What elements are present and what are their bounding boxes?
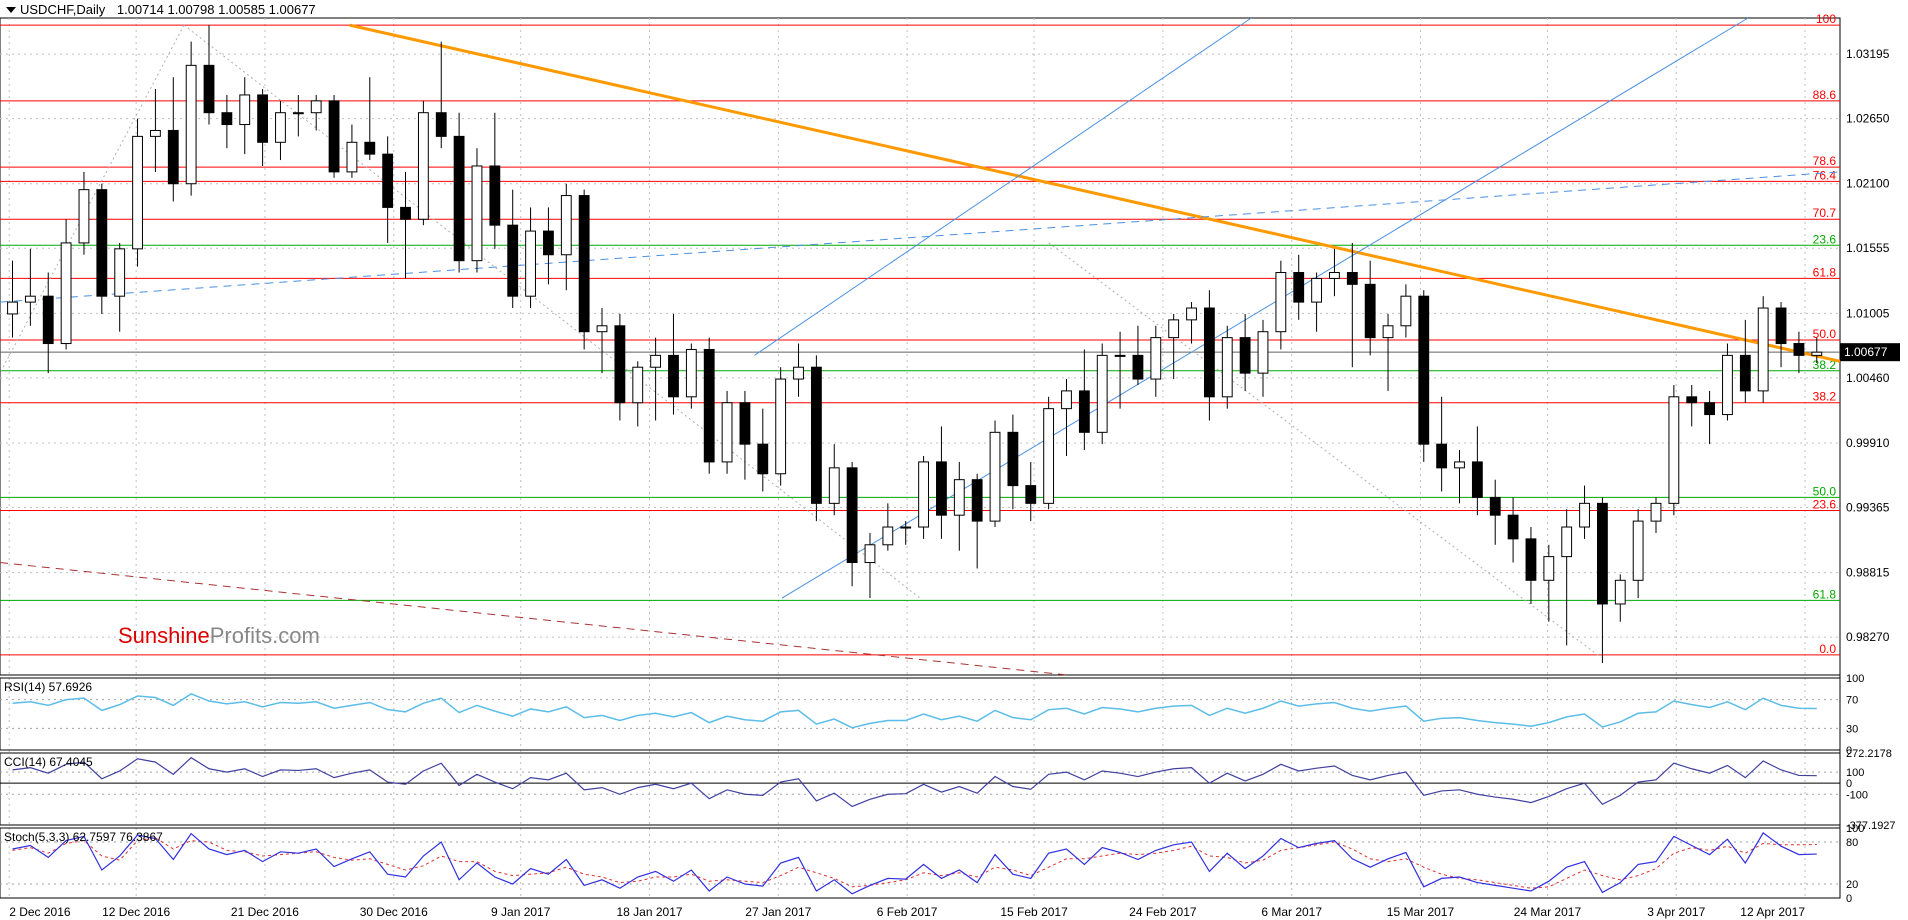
svg-text:100: 100 [1846, 823, 1864, 835]
svg-text:70.7: 70.7 [1813, 206, 1837, 220]
svg-text:100: 100 [1816, 12, 1836, 26]
svg-text:24 Mar 2017: 24 Mar 2017 [1514, 905, 1582, 919]
svg-text:1.00460: 1.00460 [1846, 371, 1890, 385]
svg-text:61.8: 61.8 [1813, 587, 1837, 601]
svg-text:0.99365: 0.99365 [1846, 500, 1890, 514]
chart-svg: 1.03195 1.02650 1.02100 1.01555 1.01005 1.004… [0, 0, 1908, 920]
svg-text:0.98270: 0.98270 [1846, 630, 1890, 644]
svg-text:88.6: 88.6 [1813, 88, 1837, 102]
svg-text:50.0: 50.0 [1813, 484, 1837, 498]
svg-text:27 Jan 2017: 27 Jan 2017 [745, 905, 811, 919]
svg-text:0: 0 [1846, 893, 1852, 905]
watermark-prefix: Sunshine [118, 623, 210, 648]
svg-text:2 Dec 2016: 2 Dec 2016 [9, 905, 71, 919]
svg-text:38.2: 38.2 [1813, 390, 1837, 404]
svg-text:15 Mar 2017: 15 Mar 2017 [1387, 905, 1455, 919]
svg-text:30: 30 [1846, 723, 1858, 735]
symbol-name: USDCHF,Daily [20, 2, 105, 17]
svg-text:80: 80 [1846, 837, 1858, 849]
svg-text:0.0: 0.0 [1819, 642, 1836, 656]
svg-text:1.01005: 1.01005 [1846, 306, 1890, 320]
svg-text:12 Apr 2017: 12 Apr 2017 [1740, 905, 1805, 919]
svg-text:24 Feb 2017: 24 Feb 2017 [1129, 905, 1197, 919]
svg-text:272.2178: 272.2178 [1846, 748, 1892, 760]
svg-text:76.4: 76.4 [1813, 168, 1837, 182]
svg-text:1.02650: 1.02650 [1846, 112, 1890, 126]
chart-title-bar[interactable]: USDCHF,Daily 1.00714 1.00798 1.00585 1.0… [6, 2, 316, 17]
svg-text:100: 100 [1846, 673, 1864, 685]
watermark-suffix: Profits.com [210, 623, 320, 648]
svg-text:0.98815: 0.98815 [1846, 566, 1890, 580]
svg-text:78.6: 78.6 [1813, 154, 1837, 168]
svg-text:61.8: 61.8 [1813, 265, 1837, 279]
svg-text:30 Dec 2016: 30 Dec 2016 [360, 905, 428, 919]
dropdown-icon[interactable] [6, 7, 16, 13]
svg-text:3 Apr 2017: 3 Apr 2017 [1647, 905, 1705, 919]
svg-text:1.02100: 1.02100 [1846, 177, 1890, 191]
svg-text:0.99910: 0.99910 [1846, 436, 1890, 450]
ohlc-values: 1.00714 1.00798 1.00585 1.00677 [117, 2, 316, 17]
svg-text:23.6: 23.6 [1813, 232, 1837, 246]
svg-text:1.01555: 1.01555 [1846, 241, 1890, 255]
watermark: SunshineProfits.com [118, 623, 320, 649]
svg-text:23.6: 23.6 [1813, 497, 1837, 511]
svg-text:1.03195: 1.03195 [1846, 47, 1890, 61]
svg-text:18 Jan 2017: 18 Jan 2017 [616, 905, 682, 919]
svg-text:RSI(14) 57.6926: RSI(14) 57.6926 [4, 680, 92, 694]
svg-text:50.0: 50.0 [1813, 327, 1837, 341]
svg-text:15 Feb 2017: 15 Feb 2017 [1000, 905, 1068, 919]
svg-text:-100: -100 [1846, 789, 1868, 801]
svg-text:6 Mar 2017: 6 Mar 2017 [1261, 905, 1322, 919]
svg-text:Stoch(5,3,3) 62.7597 76.3867: Stoch(5,3,3) 62.7597 76.3867 [4, 830, 163, 844]
svg-text:12 Dec 2016: 12 Dec 2016 [102, 905, 170, 919]
svg-text:70: 70 [1846, 695, 1858, 707]
svg-text:21 Dec 2016: 21 Dec 2016 [231, 905, 299, 919]
svg-text:20: 20 [1846, 879, 1858, 891]
svg-text:CCI(14) 67.4045: CCI(14) 67.4045 [4, 755, 93, 769]
chart-container: USDCHF,Daily 1.00714 1.00798 1.00585 1.0… [0, 0, 1908, 920]
svg-text:1.00677: 1.00677 [1844, 345, 1888, 359]
svg-text:9 Jan 2017: 9 Jan 2017 [491, 905, 551, 919]
svg-text:6 Feb 2017: 6 Feb 2017 [877, 905, 938, 919]
